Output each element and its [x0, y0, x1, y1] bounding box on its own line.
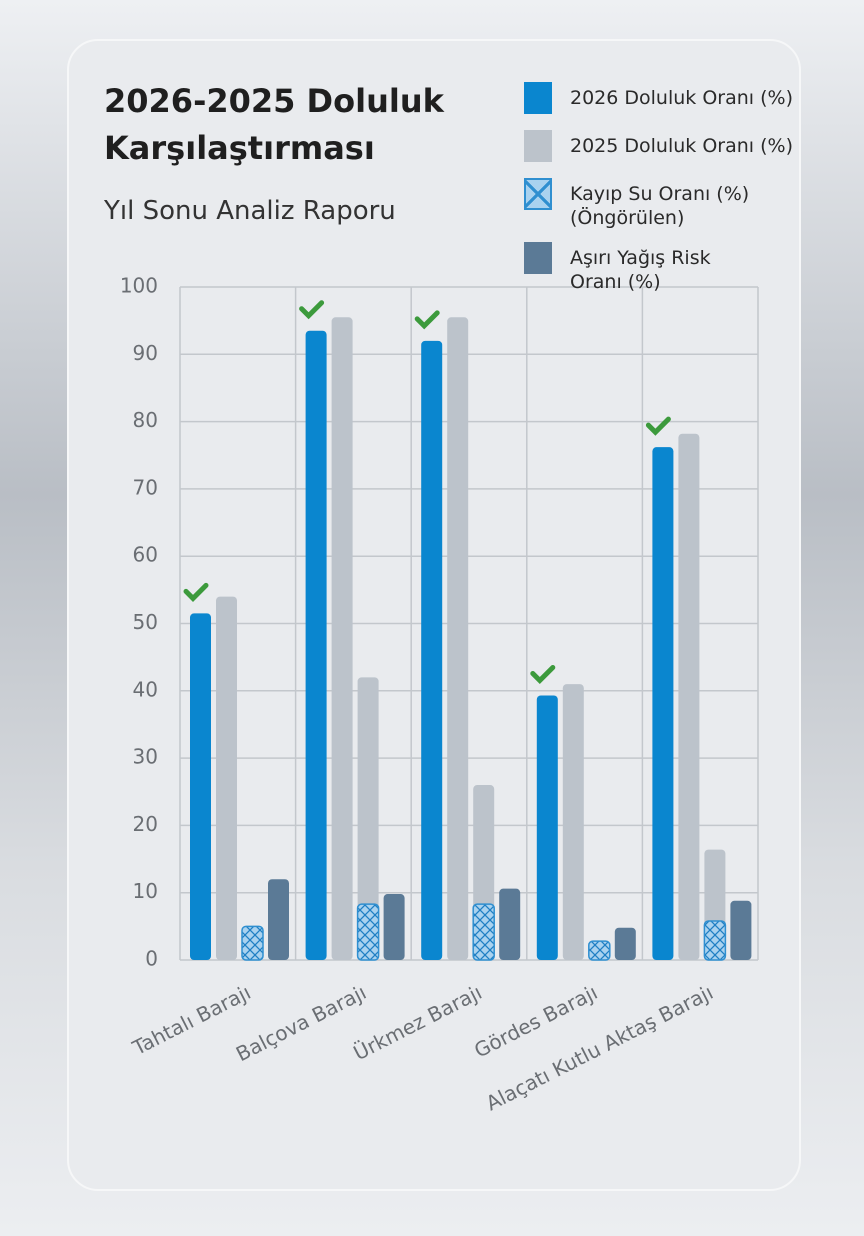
y-tick-label: 30: [133, 745, 158, 769]
bar: [331, 317, 353, 960]
legend-swatch: [524, 82, 552, 114]
legend-label: 2025 Doluluk Oranı (%): [570, 135, 793, 157]
legend-item: Kayıp Su Oranı (%) (Öngörülen): [524, 176, 834, 230]
legend-swatch: [524, 178, 552, 210]
check-icon: [299, 300, 325, 320]
legend-item: Aşırı Yağış Risk Oranı (%): [524, 240, 834, 294]
chart-subtitle: Yıl Sonu Analiz Raporu: [104, 196, 396, 226]
check-icon: [645, 416, 671, 436]
legend-label: 2026 Doluluk Oranı (%): [570, 87, 793, 109]
y-tick-label: 70: [133, 475, 158, 499]
y-tick-label: 80: [133, 408, 158, 432]
bar: [216, 596, 237, 960]
bar: [421, 340, 443, 961]
y-tick-label: 0: [145, 947, 158, 971]
bar: [357, 677, 379, 960]
legend-item: 2025 Doluluk Oranı (%): [524, 128, 834, 166]
legend: 2026 Doluluk Oranı (%) 2025 Doluluk Oranı…: [524, 80, 834, 304]
y-tick-label: 40: [133, 677, 158, 701]
bar: [383, 894, 405, 960]
bar: [703, 920, 727, 961]
bar: [678, 433, 700, 960]
bar: [562, 684, 584, 960]
check-icon: [530, 665, 556, 685]
legend-label: Kayıp Su Oranı (%) (Öngörülen): [570, 183, 750, 229]
check-icon: [414, 310, 440, 330]
y-tick-label: 10: [133, 879, 158, 903]
y-tick-label: 20: [133, 812, 158, 836]
bar: [614, 927, 636, 960]
bar: [241, 925, 264, 961]
bar: [536, 695, 558, 960]
y-tick-label: 100: [120, 274, 158, 298]
y-tick-label: 60: [133, 543, 158, 567]
bar: [268, 879, 289, 960]
bar: [730, 900, 752, 960]
legend-item: 2026 Doluluk Oranı (%): [524, 80, 834, 118]
legend-swatch: [524, 242, 552, 274]
legend-swatch: [524, 130, 552, 162]
bar: [447, 317, 469, 960]
bar: [190, 613, 211, 960]
bar: [652, 447, 674, 960]
bar: [305, 330, 327, 960]
y-tick-label: 90: [133, 341, 158, 365]
bar: [356, 903, 380, 961]
y-tick-label: 50: [133, 610, 158, 634]
chart-title: 2026-2025 Doluluk Karşılaştırması: [104, 82, 444, 167]
legend-label: Aşırı Yağış Risk Oranı (%): [570, 247, 711, 293]
check-icon: [183, 582, 209, 602]
bar: [472, 903, 495, 961]
bar: [499, 888, 521, 960]
bar: [588, 940, 611, 961]
